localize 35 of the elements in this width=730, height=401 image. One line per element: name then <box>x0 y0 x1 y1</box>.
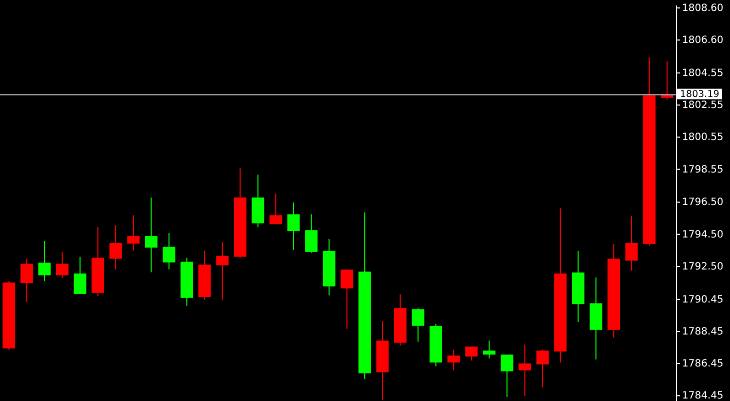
candlestick <box>482 340 496 359</box>
candlestick <box>38 240 51 282</box>
candlestick <box>216 242 229 300</box>
y-tick-label: 1796.50 <box>682 197 724 208</box>
candlestick <box>20 258 33 302</box>
y-tick-label: 1802.55 <box>682 100 724 112</box>
y-tick-label: 1786.45 <box>682 358 724 370</box>
ref-line-label: 1803.19 <box>680 88 720 100</box>
candlestick <box>270 193 282 225</box>
candlestick <box>109 224 122 270</box>
candlestick <box>127 214 140 252</box>
y-tick-label: 1784.45 <box>682 390 724 401</box>
candlestick <box>500 354 514 398</box>
candlestick <box>340 269 354 330</box>
candlestick <box>447 349 460 371</box>
y-tick-label: 1788.45 <box>682 326 724 338</box>
candlestick <box>287 202 300 250</box>
y-tick-label: 1808.60 <box>682 2 724 14</box>
y-tick-label: 1798.55 <box>682 164 724 176</box>
candlestick <box>412 308 424 342</box>
candlestick <box>74 256 86 295</box>
candlestick <box>518 344 532 397</box>
candlestick <box>465 346 478 362</box>
candlestick <box>625 216 638 272</box>
y-tick-label: 1800.55 <box>682 132 724 144</box>
y-tick-label: 1806.60 <box>682 35 724 46</box>
candlestick <box>162 232 176 270</box>
y-tick-label: 1804.55 <box>682 68 724 79</box>
candlestick <box>536 349 549 388</box>
y-tick-label: 1794.50 <box>682 229 724 240</box>
y-tick-label: 1790.45 <box>682 294 724 306</box>
candlestick <box>305 214 318 254</box>
candlestick <box>144 197 158 273</box>
y-tick-label: 1792.50 <box>682 261 724 272</box>
candlestick <box>56 251 68 279</box>
